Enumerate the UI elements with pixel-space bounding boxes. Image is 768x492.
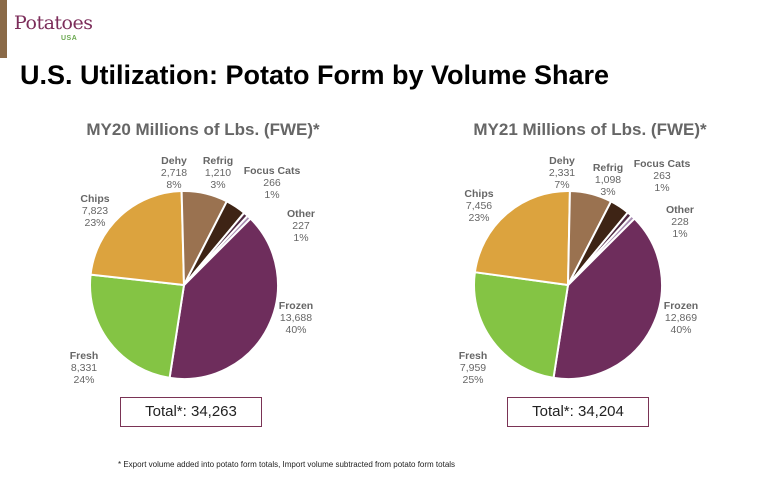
slice-percent: 3% bbox=[210, 179, 226, 191]
chart-title-my20: MY20 Millions of Lbs. (FWE)* bbox=[86, 120, 320, 139]
slice-label-my20-other: Other 227 1% bbox=[287, 208, 315, 244]
slice-percent: 23% bbox=[84, 217, 106, 229]
slice-label-my21-chips: Chips 7,456 23% bbox=[464, 188, 493, 224]
slice-value: 266 bbox=[263, 177, 281, 189]
slice-value: 8,331 bbox=[70, 362, 98, 374]
pie-slice-my21-chips bbox=[473, 190, 571, 287]
slice-percent: 23% bbox=[468, 212, 490, 224]
pie-slice-my21-frozen bbox=[552, 217, 663, 380]
slice-value: 1,098 bbox=[594, 174, 622, 186]
pie-slice-my20-fresh bbox=[89, 273, 186, 380]
slice-value: 2,718 bbox=[160, 167, 188, 179]
slice-percent: 1% bbox=[672, 228, 688, 240]
slice-percent: 3% bbox=[600, 186, 616, 198]
slice-percent: 40% bbox=[285, 324, 307, 336]
slice-name: Frozen bbox=[278, 300, 314, 312]
slice-label-my21-refrig: Refrig 1,098 3% bbox=[593, 162, 623, 198]
slice-value: 7,959 bbox=[459, 362, 487, 374]
total-box-my21: Total*: 34,204 bbox=[507, 397, 649, 427]
slice-name: Chips bbox=[80, 193, 110, 205]
slice-name: Dehy bbox=[161, 155, 187, 167]
slice-name: Fresh bbox=[69, 350, 99, 362]
pie-slice-my20-chips bbox=[89, 190, 186, 287]
slice-percent: 7% bbox=[554, 179, 570, 191]
slice-name: Fresh bbox=[458, 350, 488, 362]
pie-slice-my20-frozen bbox=[168, 217, 279, 380]
slice-label-my20-frozen: Frozen 13,688 40% bbox=[279, 300, 313, 336]
slice-percent: 40% bbox=[670, 324, 692, 336]
slice-label-my20-focus-cats: Focus Cats 266 1% bbox=[244, 165, 301, 201]
slice-value: 7,456 bbox=[465, 200, 493, 212]
slice-label-my21-other: Other 228 1% bbox=[666, 204, 694, 240]
slice-label-my20-refrig: Refrig 1,210 3% bbox=[203, 155, 233, 191]
slice-name: Frozen bbox=[663, 300, 699, 312]
slice-name: Refrig bbox=[592, 162, 624, 174]
footnote: * Export volume added into potato form t… bbox=[118, 460, 456, 469]
slice-value: 228 bbox=[671, 216, 689, 228]
slice-label-my21-fresh: Fresh 7,959 25% bbox=[459, 350, 488, 386]
slice-name: Dehy bbox=[549, 155, 575, 167]
potatoes-usa-logo: Potatoes USA bbox=[14, 6, 94, 46]
slice-percent: 1% bbox=[264, 189, 280, 201]
accent-bar bbox=[0, 0, 7, 58]
pie-slice-my21-other bbox=[567, 214, 636, 286]
slice-label-my20-chips: Chips 7,823 23% bbox=[80, 193, 109, 229]
slice-label-my21-focus-cats: Focus Cats 263 1% bbox=[634, 158, 691, 194]
slice-value: 13,688 bbox=[279, 312, 313, 324]
slice-percent: 1% bbox=[654, 182, 670, 194]
slice-name: Chips bbox=[464, 188, 494, 200]
slice-name: Other bbox=[286, 208, 316, 220]
slice-label-my21-frozen: Frozen 12,869 40% bbox=[664, 300, 698, 336]
slice-value: 263 bbox=[653, 170, 671, 182]
slice-percent: 1% bbox=[293, 232, 309, 244]
logo-wordmark: Potatoes bbox=[14, 12, 93, 34]
slice-value: 1,210 bbox=[204, 167, 232, 179]
slice-label-my20-fresh: Fresh 8,331 24% bbox=[70, 350, 99, 386]
slice-value: 12,869 bbox=[664, 312, 698, 324]
slice-name: Other bbox=[665, 204, 695, 216]
slice-percent: 25% bbox=[462, 374, 484, 386]
pie-slice-my21-fresh bbox=[473, 271, 570, 380]
pie-slice-my20-other bbox=[183, 214, 252, 286]
slice-label-my21-dehy: Dehy 2,331 7% bbox=[549, 155, 575, 191]
chart-title-my21: MY21 Millions of Lbs. (FWE)* bbox=[473, 120, 707, 139]
logo-usa: USA bbox=[61, 35, 78, 42]
slice-label-my20-dehy: Dehy 2,718 8% bbox=[161, 155, 187, 191]
slice-percent: 24% bbox=[73, 374, 95, 386]
slice-name: Refrig bbox=[202, 155, 234, 167]
slice-name: Focus Cats bbox=[243, 165, 301, 177]
total-box-my20: Total*: 34,263 bbox=[120, 397, 262, 427]
slice-value: 7,823 bbox=[81, 205, 109, 217]
slide-title: U.S. Utilization: Potato Form by Volume … bbox=[20, 60, 610, 90]
slice-name: Focus Cats bbox=[633, 158, 691, 170]
slice-percent: 8% bbox=[166, 179, 182, 191]
slice-value: 2,331 bbox=[548, 167, 576, 179]
slice-value: 227 bbox=[292, 220, 310, 232]
